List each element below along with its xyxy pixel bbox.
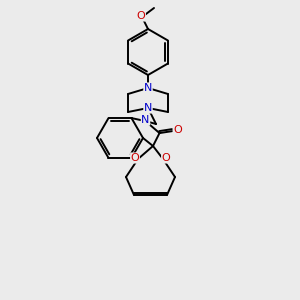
Text: N: N [144, 83, 152, 93]
Text: N: N [141, 115, 150, 125]
Text: O: O [130, 153, 140, 163]
Text: O: O [162, 153, 170, 163]
Text: O: O [173, 125, 182, 135]
Text: N: N [144, 103, 152, 113]
Text: O: O [136, 11, 146, 21]
